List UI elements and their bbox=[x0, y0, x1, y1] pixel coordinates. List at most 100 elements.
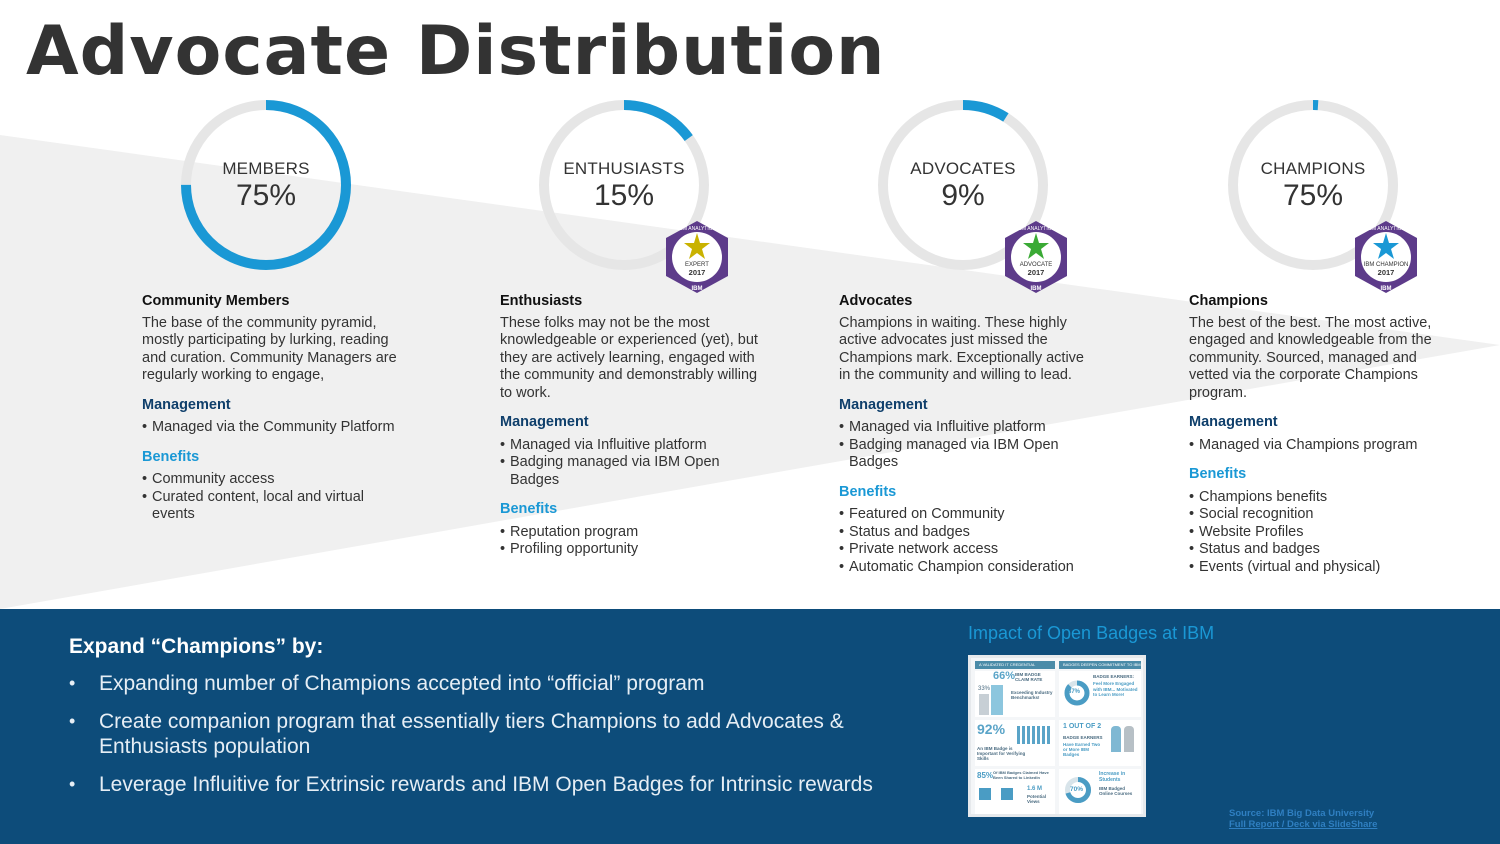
stat-engaged: 87% bbox=[1068, 689, 1081, 695]
tier-enthusiasts: ENTHUSIASTS 15% EXPERT 2017 IBM ANALYTICS IBM… bbox=[500, 95, 800, 605]
champions-badge: IBM CHAMPION 2017 IBM ANALYTICS IBM bbox=[1349, 219, 1423, 295]
badge-line1: IBM CHAMPION bbox=[1364, 262, 1409, 268]
ring-percent: 9% bbox=[941, 179, 985, 212]
ring-advocates: ADVOCATES 9% bbox=[873, 95, 1053, 275]
people-icon-row bbox=[1017, 726, 1051, 744]
benefit-item: Status and badges bbox=[839, 524, 1099, 542]
claim-rate-bar-gray bbox=[979, 694, 989, 715]
benefit-item: Status and badges bbox=[1189, 541, 1449, 559]
tier-description: Champions in waiting. These highly activ… bbox=[839, 314, 1084, 384]
ring-members: MEMBERS 75% bbox=[176, 95, 356, 275]
stat-claim-rate-label: IBM BADGE CLAIM RATE bbox=[1015, 672, 1043, 682]
management-item: Badging managed via IBM Open Badges bbox=[839, 437, 1099, 472]
expand-heading: Expand “Champions” by: bbox=[69, 635, 324, 658]
source-text: Source: IBM Big Data University bbox=[1229, 808, 1375, 819]
management-heading: Management bbox=[1189, 414, 1278, 430]
expand-bullet: Create companion program that essentiall… bbox=[69, 709, 899, 759]
benefits-list: Reputation programProfiling opportunity bbox=[500, 524, 760, 559]
management-heading: Management bbox=[839, 396, 928, 413]
infographic-header-left bbox=[975, 661, 1055, 669]
infographic-header-right-text: BADGES DEEPEN COMMITMENT TO IBM bbox=[1063, 662, 1141, 667]
ring-fill bbox=[539, 100, 709, 270]
benefits-heading: Benefits bbox=[1189, 466, 1247, 482]
benefit-item: Community access bbox=[142, 471, 402, 489]
benefit-item: Social recognition bbox=[1189, 506, 1449, 524]
ring-percent: 15% bbox=[593, 179, 655, 212]
star-icon bbox=[1023, 233, 1049, 259]
tier-text: Champions The best of the best. The most … bbox=[1189, 293, 1449, 588]
ring-percent: 75% bbox=[1282, 179, 1344, 212]
impact-title: Impact of Open Badges at IBM bbox=[968, 623, 1215, 643]
stat-verify-skills-sub: An IBM Badge is Important for Verifying … bbox=[977, 746, 1026, 761]
tier-advocates: ADVOCATES 9% ADVOCATE 2017 IBM ANALYTICS IBM A… bbox=[839, 95, 1139, 605]
ring-fill bbox=[181, 100, 351, 270]
management-heading: Management bbox=[500, 414, 589, 430]
management-item: Managed via the Community Platform bbox=[142, 419, 402, 437]
tier-text: Community Members The base of the communi… bbox=[142, 293, 402, 536]
stat-students-sub: IBM Badged Online Courses bbox=[1099, 786, 1133, 796]
infographic-header-left-text: A VALIDATED IT CREDENTIAL bbox=[979, 662, 1036, 667]
ring-enthusiasts: ENTHUSIASTS 15% bbox=[534, 95, 714, 275]
engagement-donut bbox=[1064, 680, 1090, 706]
stat-two-badges: 1 OUT OF 2 bbox=[1063, 723, 1102, 730]
slideshare-link[interactable]: Full Report / Deck via SlideShare bbox=[1229, 819, 1378, 830]
badge-line2: 2017 bbox=[1028, 268, 1045, 277]
benefit-item: Reputation program bbox=[500, 524, 760, 542]
expand-bullet: Leverage Influitive for Extrinsic reward… bbox=[69, 772, 899, 797]
stat-engaged-label: BADGE EARNERS: bbox=[1093, 674, 1135, 679]
tier-champions: CHAMPIONS 75% IBM CHAMPION 2017 IBM ANALYTIC… bbox=[1189, 95, 1489, 605]
tier-heading: Advocates bbox=[839, 293, 913, 309]
benefit-item: Curated content, local and virtual event… bbox=[142, 489, 402, 524]
star-icon bbox=[1373, 233, 1399, 259]
ring-label: ENTHUSIASTS bbox=[563, 159, 685, 178]
stat-views-sub: Potential Views bbox=[1027, 794, 1047, 804]
stat-linkedin: 85% bbox=[977, 771, 994, 780]
tier-heading: Enthusiasts bbox=[500, 293, 583, 309]
benefit-item: Events (virtual and physical) bbox=[1189, 559, 1449, 577]
benefits-heading: Benefits bbox=[500, 501, 558, 517]
infographic-cell bbox=[1059, 769, 1141, 814]
benefit-item: Private network access bbox=[839, 541, 1099, 559]
tier-text: Advocates Champions in waiting. These hig… bbox=[839, 293, 1099, 588]
expand-list: Expanding number of Champions accepted i… bbox=[69, 671, 899, 810]
badge-line2: 2017 bbox=[689, 268, 706, 277]
person-icon bbox=[1124, 726, 1134, 752]
stat-students-label: Increase in Students bbox=[1099, 771, 1126, 783]
tier-heading: Champions bbox=[1189, 293, 1268, 309]
stat-students: 70% bbox=[1070, 786, 1084, 793]
ring-champions: CHAMPIONS 75% bbox=[1223, 95, 1403, 275]
ring-fill bbox=[1228, 100, 1398, 270]
management-item: Managed via Influitive platform bbox=[500, 437, 760, 455]
management-heading: Management bbox=[142, 396, 231, 413]
badge-top: IBM ANALYTICS bbox=[1367, 226, 1405, 232]
benefits-list: Community accessCurated content, local a… bbox=[142, 471, 402, 524]
tier-heading: Community Members bbox=[142, 293, 290, 309]
expand-bullet: Expanding number of Champions accepted i… bbox=[69, 671, 899, 696]
stat-claim-rate: 66% bbox=[993, 670, 1016, 682]
management-item: Managed via Champions program bbox=[1189, 437, 1449, 455]
tier-description: The best of the best. The most active, e… bbox=[1189, 314, 1432, 401]
tier-description: The base of the community pyramid, mostl… bbox=[142, 314, 397, 384]
ring-label: ADVOCATES bbox=[910, 159, 1016, 178]
benefit-item: Automatic Champion consideration bbox=[839, 559, 1099, 577]
badge-top: IBM ANALYTICS bbox=[678, 226, 716, 232]
tier-description: These folks may not be the most knowledg… bbox=[500, 314, 758, 401]
benefit-item: Profiling opportunity bbox=[500, 541, 760, 559]
linkedin-icon bbox=[1001, 788, 1013, 800]
management-list: Managed via Influitive platformBadging m… bbox=[839, 419, 1099, 472]
badge-line1: ADVOCATE bbox=[1020, 262, 1053, 268]
enthusiasts-badge: EXPERT 2017 IBM ANALYTICS IBM bbox=[660, 219, 734, 295]
management-item: Badging managed via IBM Open Badges bbox=[500, 454, 760, 489]
badge-bottom: IBM bbox=[692, 286, 703, 292]
management-list: Managed via Champions program bbox=[1189, 437, 1449, 455]
courses-donut bbox=[1065, 777, 1091, 803]
stat-two-badges-label: BADGE EARNERS bbox=[1063, 735, 1103, 740]
ring-label: MEMBERS bbox=[222, 159, 310, 178]
benefit-item: Website Profiles bbox=[1189, 524, 1449, 542]
open-badges-infographic[interactable]: A VALIDATED IT CREDENTIAL BADGES DEEPEN … bbox=[968, 655, 1146, 817]
benefits-heading: Benefits bbox=[142, 448, 200, 465]
linkedin-icon bbox=[979, 788, 991, 800]
benefits-list: Featured on CommunityStatus and badgesPr… bbox=[839, 506, 1099, 576]
stat-two-badges-sub: Have Earned Two or More IBM Badges bbox=[1063, 742, 1101, 757]
badge-line2: 2017 bbox=[1378, 268, 1395, 277]
